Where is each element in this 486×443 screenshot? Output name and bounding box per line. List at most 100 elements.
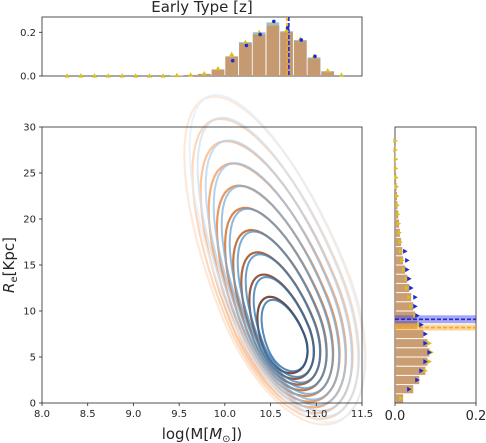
right-point-yellow	[399, 248, 404, 254]
right-point-blue	[419, 368, 424, 374]
right-point-yellow	[393, 147, 398, 153]
top-point-yellow	[338, 72, 344, 77]
right-point-yellow	[396, 221, 402, 227]
right-point-blue	[413, 294, 418, 300]
top-point-yellow	[215, 65, 221, 71]
y-tick-label: 10	[23, 307, 36, 318]
right-point-yellow	[395, 193, 400, 199]
x-tick-label: 9.5	[171, 409, 187, 420]
top-histogram-bar-orange	[293, 41, 307, 76]
main-xticks: 8.0 8.5 9.0 9.5 10.0 10.5 11.0 11.5	[34, 403, 373, 420]
right-histogram-bar-orange	[395, 375, 420, 385]
contour-line-blue	[212, 162, 347, 407]
right-histogram-bar-orange	[395, 339, 428, 348]
top-point-yellow	[188, 72, 194, 77]
right-histogram-bar-orange	[395, 394, 404, 403]
right-point-blue	[427, 349, 432, 355]
right-point-blue	[403, 248, 408, 254]
right-point-blue	[423, 331, 428, 337]
right-histogram-bar-orange	[395, 256, 404, 265]
top-y-tick-label: 0.2	[20, 28, 36, 39]
right-point-blue	[415, 377, 420, 383]
right-histogram-bar-orange	[395, 283, 410, 293]
top-histogram-series-orange	[170, 25, 335, 77]
top-point-blue	[244, 43, 249, 48]
top-point-blue	[299, 38, 304, 42]
top-point-yellow	[78, 73, 84, 78]
contour-line-blue	[196, 116, 360, 418]
y-tick-label: 25	[23, 169, 36, 180]
main-yticks: 0 5 10 15 20 25 30	[23, 123, 42, 410]
right-point-yellow	[400, 257, 405, 263]
y-tick-label: 5	[30, 353, 36, 364]
top-point-yellow	[133, 73, 139, 78]
right-median-band-blue	[395, 315, 476, 324]
right-histogram-series-orange	[395, 145, 430, 403]
right-histogram-xticks: 0.0 0.2	[385, 403, 486, 424]
right-histogram-bar-orange	[395, 366, 426, 375]
right-point-yellow	[395, 202, 400, 208]
x-tick-label: 10.5	[259, 409, 281, 420]
y-axis-label: Re[Kpc]	[0, 237, 20, 293]
contour-line-blue	[244, 253, 321, 384]
right-point-blue	[423, 340, 428, 346]
right-histogram-bar-orange	[395, 237, 402, 247]
top-histogram-bar-orange	[239, 43, 252, 76]
right-median-band-orange	[395, 324, 476, 331]
right-point-yellow	[393, 165, 399, 171]
y-tick-label: 20	[23, 215, 36, 226]
right-point-yellow	[423, 368, 428, 374]
top-point-yellow	[325, 68, 331, 73]
right-histogram-bar-orange	[395, 320, 418, 329]
top-histogram-bar-orange	[211, 69, 225, 76]
right-histogram-bar-orange	[395, 265, 406, 274]
chart-title: Early Type [z]	[151, 0, 252, 16]
contour-line-blue	[220, 184, 341, 401]
top-histogram-bar-orange	[252, 34, 266, 76]
right-point-yellow	[404, 276, 409, 282]
top-point-yellow	[174, 72, 180, 78]
x-tick-label: 10.0	[214, 409, 236, 420]
right-point-yellow	[398, 239, 403, 245]
right-point-yellow	[394, 184, 400, 190]
contour-line-blue	[204, 139, 353, 412]
right-point-blue	[407, 276, 412, 282]
y-tick-label: 30	[23, 123, 36, 134]
contour-line-blue	[252, 276, 315, 378]
top-point-yellow	[92, 73, 98, 78]
contour-lines	[183, 93, 367, 426]
x-axis-label: log(M[M⊙])	[162, 425, 243, 443]
top-point-yellow	[105, 73, 111, 78]
contour-line-blue	[228, 207, 334, 395]
contour-line-blue	[188, 93, 366, 424]
right-histogram-bar-orange	[395, 293, 412, 302]
right-point-yellow	[409, 303, 414, 309]
top-point-blue	[272, 19, 276, 24]
right-histogram-bar-orange	[395, 348, 430, 357]
right-point-blue	[419, 322, 424, 328]
right-histogram-bar-orange	[395, 302, 414, 311]
top-point-blue	[230, 58, 235, 63]
x-tick-label: 9.0	[125, 409, 141, 420]
right-x-tick-label: 0.2	[466, 409, 486, 424]
right-histogram-panel: 0.0 0.2	[385, 126, 486, 424]
right-histogram-points	[393, 138, 434, 401]
top-point-yellow	[160, 73, 166, 78]
top-point-yellow	[229, 51, 235, 57]
right-point-yellow	[394, 175, 399, 181]
right-histogram-medians	[395, 315, 476, 331]
right-point-yellow	[393, 156, 399, 162]
right-histogram-bar-orange	[395, 357, 428, 366]
right-point-blue	[407, 386, 412, 392]
right-histogram-bar-orange	[395, 247, 403, 256]
right-histogram-frame	[394, 126, 477, 404]
right-point-yellow	[427, 359, 432, 365]
right-histogram-bar-orange	[395, 274, 408, 283]
top-histogram-bar-orange	[225, 56, 239, 76]
contour-line-blue	[236, 230, 328, 390]
top-point-yellow	[146, 73, 152, 78]
contour-line-blue	[260, 298, 309, 373]
right-x-tick-label: 0.0	[385, 409, 406, 424]
top-point-yellow	[242, 39, 248, 45]
right-point-yellow	[399, 395, 404, 401]
